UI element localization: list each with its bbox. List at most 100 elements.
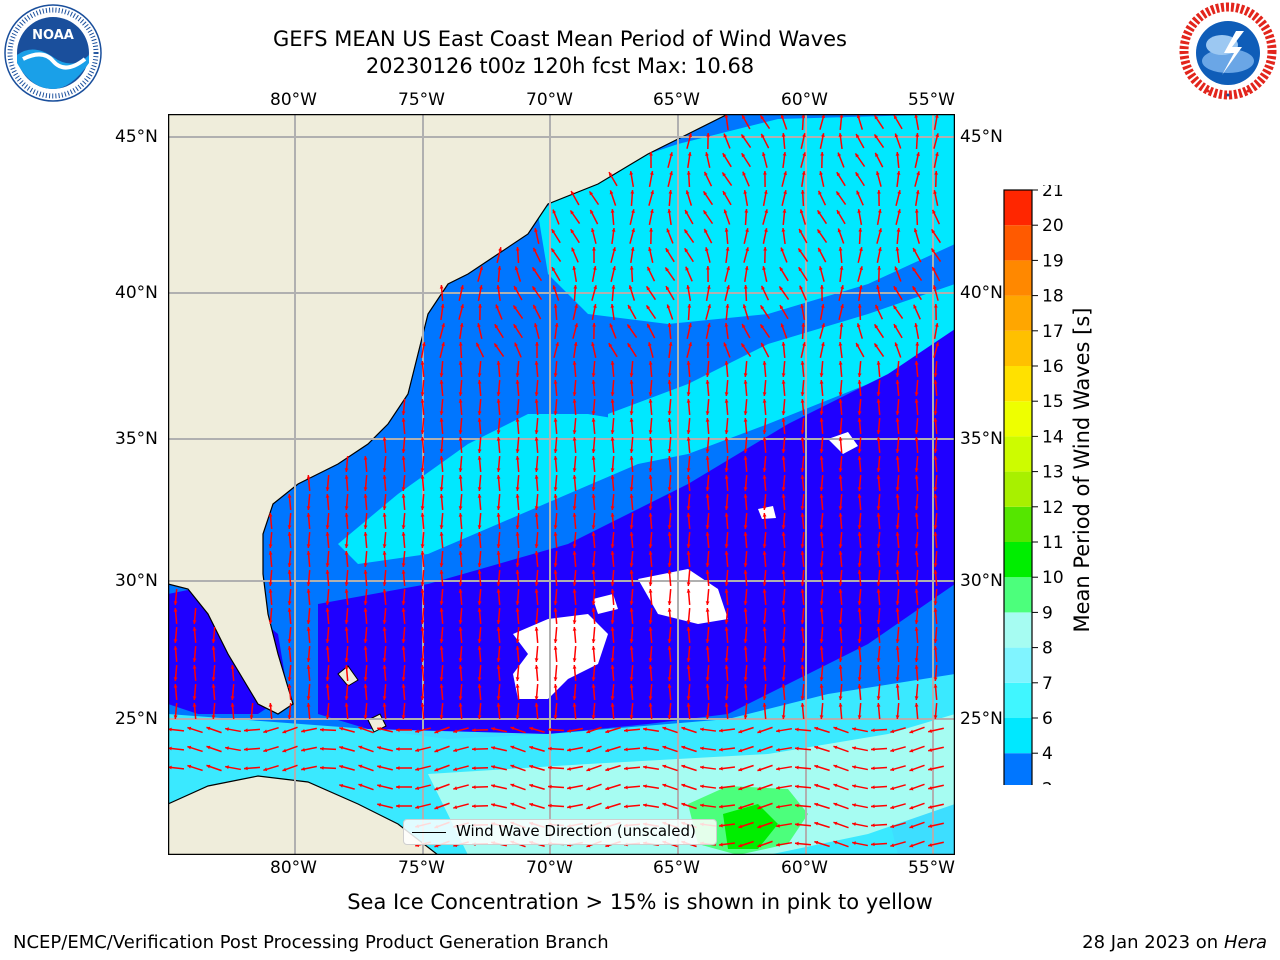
direction-arrow-head — [534, 506, 539, 510]
grid-lines — [168, 114, 955, 855]
direction-arrow-head — [838, 247, 843, 251]
direction-arrow-head — [814, 783, 819, 788]
direction-arrow-head — [914, 392, 919, 396]
direction-arrow-head — [890, 748, 895, 753]
direction-arrow-head — [838, 703, 843, 707]
direction-arrow-head — [819, 684, 824, 688]
direction-arrow-head — [591, 601, 596, 605]
direction-arrow-head — [572, 620, 577, 624]
direction-arrow-head — [591, 570, 596, 574]
direction-arrow-head — [396, 766, 400, 770]
direction-arrow-head — [763, 171, 767, 175]
direction-arrow-head — [878, 247, 882, 251]
direction-arrow-head — [762, 361, 767, 365]
direction-arrow-head — [909, 748, 914, 753]
direction-arrow-head — [420, 513, 425, 517]
direction-arrow-head — [458, 665, 463, 669]
direction-arrow-head — [287, 532, 292, 536]
direction-arrow-head — [515, 411, 520, 415]
direction-arrow-head — [605, 748, 610, 753]
direction-arrow-head — [629, 684, 634, 688]
direction-arrow-head — [377, 784, 382, 788]
direction-arrow-head — [914, 658, 919, 662]
direction-arrow-head — [301, 767, 306, 771]
direction-arrow-head — [344, 696, 349, 700]
direction-arrow-head — [629, 525, 634, 529]
direction-arrow-head — [567, 747, 571, 752]
direction-arrow-head — [534, 620, 539, 624]
direction-arrow-head — [477, 608, 482, 612]
direction-arrow-head — [344, 658, 349, 662]
direction-arrow-head — [934, 323, 939, 327]
direction-arrow-head — [762, 266, 766, 271]
direction-arrow-head — [933, 380, 938, 384]
direction-arrow-head — [514, 266, 519, 271]
direction-arrow-head — [439, 715, 444, 719]
direction-arrow-head — [700, 727, 704, 732]
direction-arrow-head — [344, 582, 349, 586]
direction-arrow-head — [856, 114, 861, 119]
direction-arrow-head — [928, 748, 933, 752]
direction-arrow-head — [396, 728, 400, 732]
direction-arrow-head — [192, 665, 197, 669]
direction-arrow-head — [458, 658, 463, 662]
direction-arrow-head — [776, 823, 780, 828]
direction-arrow-head — [871, 804, 875, 809]
direction-arrow-head — [760, 324, 765, 329]
lon-label-top: 75°W — [398, 90, 445, 110]
direction-arrow-head — [857, 646, 862, 650]
direction-arrow-head — [306, 475, 311, 479]
direction-arrow-head — [795, 822, 799, 827]
direction-arrow-head — [325, 608, 330, 612]
direction-arrow-head — [781, 373, 786, 377]
direction-arrow-head — [724, 228, 729, 232]
direction-arrow-head — [382, 544, 387, 548]
direction-arrow-head — [915, 190, 920, 194]
direction-arrow-head — [912, 267, 917, 272]
direction-arrow-head — [551, 229, 556, 234]
direction-arrow-head — [818, 190, 822, 195]
direction-arrow-head — [895, 456, 900, 460]
direction-arrow-head — [610, 475, 615, 479]
direction-arrow-head — [895, 380, 900, 384]
direction-arrow-head — [914, 703, 919, 707]
direction-arrow-head — [648, 475, 653, 479]
direction-arrow-head — [858, 228, 863, 232]
direction-arrow-head — [742, 304, 747, 309]
direction-arrow-head — [401, 487, 406, 491]
direction-arrow-head — [800, 620, 805, 624]
direction-arrow-head — [819, 715, 824, 719]
direction-arrow-head — [382, 703, 387, 707]
direction-arrow-head — [706, 133, 711, 137]
direction-arrow-head — [591, 228, 595, 233]
direction-arrow-head — [819, 532, 824, 536]
direction-arrow-head — [320, 765, 324, 770]
direction-arrow-head — [592, 247, 596, 251]
direction-arrow-head — [795, 765, 799, 770]
direction-arrow-head — [705, 684, 710, 688]
direction-arrow-head — [688, 323, 692, 328]
direction-arrow-head — [876, 392, 881, 396]
direction-arrow-head — [781, 639, 786, 643]
direction-arrow-head — [325, 494, 330, 498]
direction-arrow-head — [700, 765, 704, 770]
direction-arrow-head — [491, 765, 496, 769]
direction-arrow-head — [743, 525, 748, 529]
direction-arrow-head — [624, 728, 628, 733]
direction-arrow-head — [707, 304, 712, 309]
direction-arrow-head — [610, 665, 615, 669]
direction-arrow-head — [667, 563, 672, 567]
direction-arrow-head — [909, 805, 914, 810]
direction-arrow-head — [491, 803, 496, 807]
direction-arrow-head — [667, 323, 672, 327]
direction-arrow-head — [705, 373, 710, 377]
direction-arrow-head — [719, 804, 723, 809]
direction-arrow-head — [515, 456, 520, 460]
direction-arrow-head — [700, 784, 704, 789]
colorbar-tick-label: 19 — [1042, 251, 1064, 271]
direction-arrow-head — [723, 342, 728, 347]
direction-arrow-head — [743, 190, 748, 194]
direction-arrow-head — [627, 343, 632, 348]
direction-arrow-head — [914, 620, 919, 624]
direction-arrow-head — [439, 525, 444, 529]
